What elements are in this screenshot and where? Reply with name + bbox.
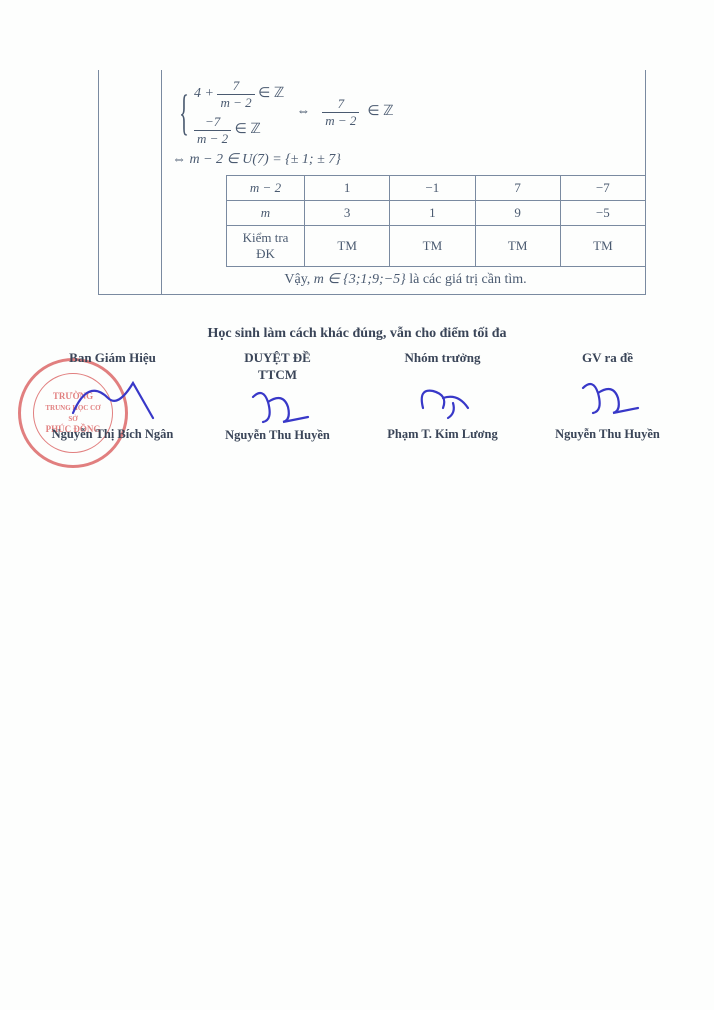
frac-right: 7 m − 2: [322, 96, 359, 128]
conclusion-suffix: là các giá trị cần tìm.: [409, 272, 526, 287]
math-line-1: { 4 + 7 m − 2 ∈ ℤ −7 m − 2: [172, 78, 639, 146]
sig-name-4: Nguyễn Thu Huyền: [525, 427, 690, 442]
table-row: m 3 1 9 −5: [227, 201, 646, 226]
sig-title-1: Ban Giám Hiệu: [30, 350, 195, 367]
table-cell: TM: [390, 226, 475, 267]
left-brace: {: [179, 90, 189, 135]
in-z-3: ∈ ℤ: [367, 104, 393, 121]
in-z-1: ∈ ℤ: [258, 86, 284, 103]
signature-mark-2: [233, 382, 323, 432]
table-cell: 9: [475, 201, 560, 226]
sig-name-3: Phạm T. Kim Lương: [360, 427, 525, 442]
cell-check-label: Kiểm traĐK: [227, 226, 305, 267]
signature-col-3: Nhóm trưởng Phạm T. Kim Lương: [360, 350, 525, 443]
table-row: m − 2 1 −1 7 −7: [227, 176, 646, 201]
conclusion-set: m ∈ {3;1;9;−5}: [314, 272, 406, 287]
cell-m-label: m: [227, 201, 305, 226]
table-cell: 1: [390, 201, 475, 226]
table-cell: 1: [305, 176, 390, 201]
frac-bot: −7 m − 2: [194, 114, 231, 146]
signature-mark-4: [563, 373, 653, 423]
math-line-2: ⇔ m − 2 ∈ U(7) = {± 1; ± 7}: [172, 152, 639, 169]
grading-note: Học sinh làm cách khác đúng, vẫn cho điể…: [0, 326, 714, 342]
cell-m-minus-2-label: m − 2: [227, 176, 305, 201]
conclusion-prefix: Vậy,: [284, 272, 313, 287]
table-cell: TM: [305, 226, 390, 267]
signature-mark-1: [58, 368, 168, 428]
sig-name-1: Nguyễn Thị Bích Ngân: [30, 427, 195, 442]
iff-1: ⇔: [296, 104, 310, 121]
sig-title-2: DUYỆT ĐỀTTCM: [195, 350, 360, 384]
signature-col-2: DUYỆT ĐỀTTCM Nguyễn Thu Huyền: [195, 350, 360, 443]
expr-4plus: 4 +: [194, 86, 214, 103]
sig-title-3: Nhóm trưởng: [360, 350, 525, 367]
table-cell: 3: [305, 201, 390, 226]
sig-title-4: GV ra đề: [525, 350, 690, 367]
table-cell: −5: [560, 201, 645, 226]
signature-area: Ban Giám Hiệu Nguyễn Thị Bích Ngân DUYỆT…: [30, 350, 690, 443]
solution-frame: { 4 + 7 m − 2 ∈ ℤ −7 m − 2: [98, 70, 646, 295]
frac-top: 7 m − 2: [217, 78, 254, 110]
signature-col-4: GV ra đề Nguyễn Thu Huyền: [525, 350, 690, 443]
conclusion-line: Vậy, m ∈ {3;1;9;−5} là các giá trị cần t…: [172, 271, 639, 288]
solution-cell: { 4 + 7 m − 2 ∈ ℤ −7 m − 2: [161, 70, 645, 294]
table-cell: TM: [475, 226, 560, 267]
signature-mark-3: [398, 373, 488, 423]
table-cell: TM: [560, 226, 645, 267]
table-cell: −7: [560, 176, 645, 201]
divisor-table: m − 2 1 −1 7 −7 m 3 1 9 −5 Kiểm traĐK TM…: [226, 175, 646, 267]
table-row: Kiểm traĐK TM TM TM TM: [227, 226, 646, 267]
signature-col-1: Ban Giám Hiệu Nguyễn Thị Bích Ngân: [30, 350, 195, 443]
table-cell: 7: [475, 176, 560, 201]
table-cell: −1: [390, 176, 475, 201]
in-z-2: ∈ ℤ: [235, 122, 261, 139]
